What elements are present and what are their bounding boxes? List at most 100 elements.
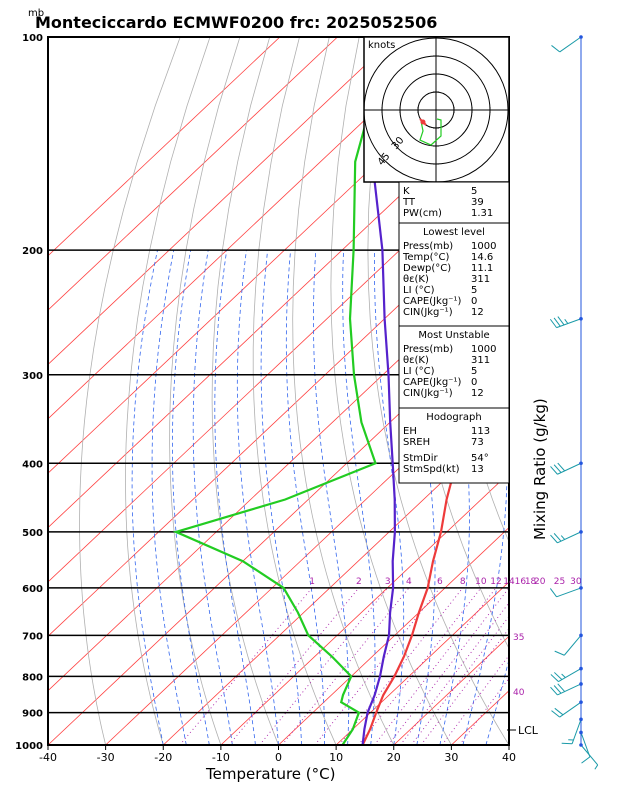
mixing-ratio-label: 10 — [475, 577, 487, 587]
wind-barb-point — [579, 461, 583, 466]
wind-barb — [571, 719, 582, 744]
isotherm — [48, 37, 281, 257]
dry-adiabat — [292, 37, 395, 745]
wind-barb-feather — [550, 686, 558, 696]
moist-adiabat — [462, 250, 508, 745]
wind-barb-feather — [557, 683, 566, 692]
dry-adiabat — [79, 37, 181, 745]
moist-adiabat — [214, 250, 256, 745]
wind-barb-point — [579, 666, 583, 671]
isotherm — [508, 744, 509, 745]
index-label: θε(K) — [403, 355, 429, 366]
temperature-tick-label: 20 — [387, 751, 401, 764]
mixing-ratio-label: 18 — [525, 577, 537, 587]
mixing-ratio-label: 3 — [385, 577, 391, 587]
index-value: 311 — [471, 274, 490, 285]
temperature-tick-label: -40 — [39, 751, 57, 764]
index-label: K — [403, 186, 410, 197]
mixing-ratio-label: 16 — [515, 577, 527, 587]
wind-barb — [557, 531, 582, 544]
wind-barb-feather — [549, 588, 557, 598]
index-value: 1.31 — [471, 208, 493, 219]
wind-barb-feather — [564, 319, 569, 324]
index-section-title: Lowest level — [423, 227, 485, 238]
dry-adiabat — [211, 37, 279, 745]
wind-barb — [559, 36, 582, 53]
mixing-ratio-label: 6 — [437, 577, 443, 587]
wind-barb-feather — [560, 535, 566, 540]
wind-barb — [559, 701, 582, 718]
index-label: CAPE(Jkg⁻¹) — [403, 296, 461, 307]
index-box-unstable — [398, 325, 510, 409]
mixing-ratio-line — [314, 587, 441, 745]
pressure-tick-label: 300 — [22, 371, 43, 382]
hodograph-trace — [419, 118, 442, 146]
temperature-tick-label: -20 — [154, 751, 172, 764]
wind-barb-feather — [554, 650, 565, 656]
pressure-tick-label: 1000 — [15, 741, 43, 752]
temperature-tick-label: 0 — [275, 751, 282, 764]
index-label: CAPE(Jkg⁻¹) — [403, 377, 461, 388]
wind-barb-point — [579, 717, 583, 722]
wind-barb-feather — [561, 673, 566, 678]
index-value: 5 — [471, 366, 477, 377]
pressure-tick-label: 900 — [22, 709, 43, 720]
moist-adiabat — [485, 658, 509, 745]
index-value: 1000 — [471, 344, 496, 355]
mixing-ratio-line — [420, 627, 509, 745]
wind-barb-feather — [553, 317, 561, 327]
mixing-ratio-label: 20 — [534, 577, 546, 587]
hodograph-unit: knots — [368, 40, 395, 51]
isotherm — [48, 37, 396, 365]
index-value: 0 — [471, 296, 477, 307]
temperature-tick-label: -30 — [97, 751, 115, 764]
mixing-ratio-line — [459, 677, 509, 745]
pressure-tick-label: 100 — [22, 33, 43, 44]
dry-adiabat — [252, 37, 337, 745]
lcl-label: LCL — [518, 724, 539, 737]
wind-barb-feather — [550, 466, 558, 475]
sounding-profiles — [172, 37, 509, 745]
index-value: 39 — [471, 197, 484, 208]
index-label: CIN(Jkg⁻¹) — [403, 388, 453, 399]
dry-adiabat — [598, 37, 618, 745]
index-label: CIN(Jkg⁻¹) — [403, 307, 453, 318]
wind-barb-feather — [553, 533, 562, 542]
wind-barb-feather — [551, 45, 561, 53]
index-value: 54° — [471, 453, 489, 464]
index-value: 14.6 — [471, 252, 493, 263]
mixing-ratio-line — [228, 587, 360, 745]
index-box-top — [398, 181, 510, 224]
wind-barb-feather — [550, 674, 559, 682]
wind-barb-feather — [553, 685, 562, 694]
mixing-ratio-line — [410, 615, 509, 745]
wind-barb-feather — [557, 316, 565, 326]
pressure-tick-label: 500 — [22, 528, 43, 539]
pressure-tick-label: 800 — [22, 672, 43, 683]
wind-barb-feather — [554, 707, 564, 716]
wind-barb-point — [579, 730, 583, 735]
wind-barb — [580, 744, 599, 766]
wind-barb-point — [579, 682, 583, 686]
isotherm — [48, 146, 509, 583]
index-label: SREH — [403, 437, 430, 448]
series-parcel-line — [361, 37, 397, 745]
isotherm — [48, 37, 338, 311]
pressure-tick-label: 700 — [22, 631, 43, 642]
temperature-tick-label: 10 — [329, 751, 343, 764]
isotherm — [48, 37, 453, 420]
index-label: Press(mb) — [403, 241, 453, 252]
chart-title: Monteciccardo ECMWF0200 frc: 2025052506 — [35, 13, 437, 32]
index-value: 5 — [471, 285, 477, 296]
mixing-ratio-line — [259, 587, 389, 745]
index-value: 12 — [471, 388, 484, 399]
moist-adiabat — [342, 250, 376, 745]
hodograph: knots 30 45 — [363, 36, 510, 183]
moist-adiabat — [236, 250, 279, 745]
index-box-lowest — [398, 222, 510, 327]
moist-adiabat — [192, 250, 233, 745]
mixing-ratio-line — [374, 587, 497, 745]
wind-barb-feather — [549, 318, 557, 328]
